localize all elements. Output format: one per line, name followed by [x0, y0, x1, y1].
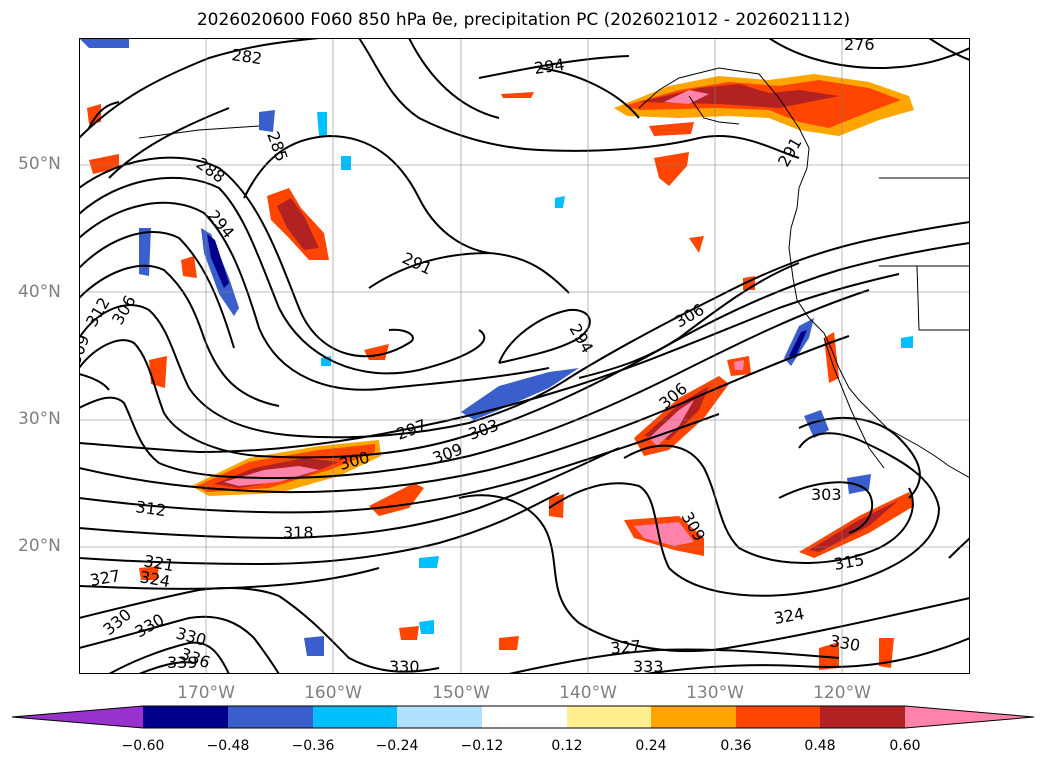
- map-frame: [79, 38, 970, 674]
- contour-label: 312: [134, 497, 167, 520]
- lon-label-130w: 130°W: [686, 683, 744, 703]
- colorbar-tick-label: 0.48: [804, 738, 836, 754]
- lon-label-140w: 140°W: [559, 683, 617, 703]
- colorbar-segment: [228, 706, 313, 728]
- contour-label: 282: [230, 45, 263, 68]
- ocean-background: [79, 38, 970, 674]
- lon-label-160w: 160°W: [304, 683, 362, 703]
- contour-label: 327: [610, 636, 642, 658]
- colorbar-segment: [313, 706, 397, 728]
- lon-label-150w: 150°W: [432, 683, 490, 703]
- chart-title: 2026020600 F060 850 hPa θe, precipitatio…: [196, 10, 851, 30]
- lat-label-20n: 20°N: [18, 536, 61, 556]
- lat-label-30n: 30°N: [18, 409, 61, 429]
- lon-label-120w: 120°W: [813, 683, 871, 703]
- colorbar-tick-label: 0.60: [889, 738, 921, 754]
- map-panel: 282 294 276 285 288 294 291 312 306 309 …: [79, 38, 970, 674]
- colorbar-segment: [397, 706, 482, 728]
- colorbar-tick-label: 0.24: [635, 738, 667, 754]
- theta-e-contours: [79, 38, 970, 674]
- colorbar: [11, 705, 1035, 729]
- coastline: [138, 67, 970, 479]
- colorbar-tick-label: −0.12: [460, 738, 504, 754]
- lon-label-170w: 170°W: [177, 683, 235, 703]
- colorbar-segment: [143, 706, 228, 728]
- contour-label: 330: [389, 657, 420, 674]
- colorbar-tick-label: −0.24: [375, 738, 419, 754]
- colorbar-segment: [651, 706, 736, 728]
- contour-label: 276: [844, 38, 875, 54]
- colorbar-extend-max: [905, 706, 1034, 728]
- colorbar-segment: [820, 706, 905, 728]
- lat-label-50n: 50°N: [18, 154, 61, 174]
- colorbar-segment: [736, 706, 820, 728]
- colorbar-tick-label: −0.60: [121, 738, 165, 754]
- colorbar-tick-label: 0.12: [551, 738, 583, 754]
- colorbar-segment: [567, 706, 651, 728]
- colorbar-tick-label: −0.48: [206, 738, 250, 754]
- contour-label: 294: [533, 55, 566, 78]
- colorbar-extend-min: [12, 706, 143, 728]
- colorbar-tick-label: −0.36: [291, 738, 335, 754]
- contour-label: 333: [633, 657, 664, 674]
- contour-label: 318: [283, 523, 314, 542]
- colorbar-segment: [482, 706, 567, 728]
- lat-label-40n: 40°N: [18, 282, 61, 302]
- contour-label: 339: [167, 653, 198, 672]
- map-gridlines: [79, 38, 970, 674]
- contour-label: 303: [811, 485, 842, 504]
- colorbar-tick-label: 0.36: [720, 738, 752, 754]
